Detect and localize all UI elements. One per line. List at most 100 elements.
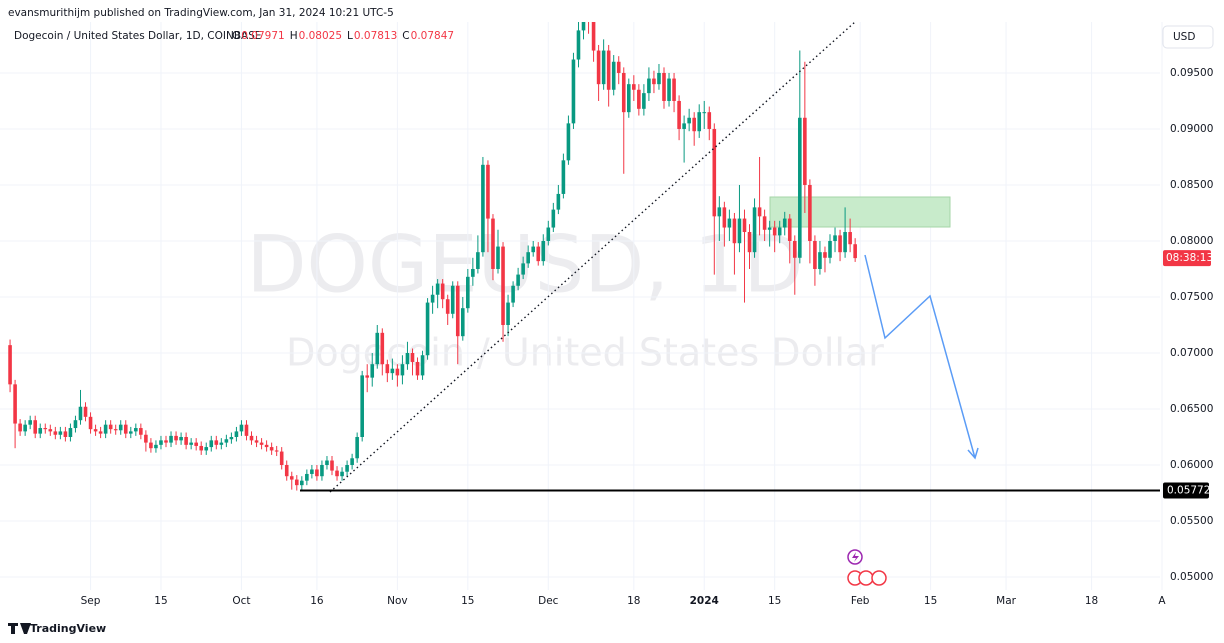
candle-body [370,364,375,378]
candle-body [813,240,817,269]
last-price-tag [1163,250,1211,267]
x-tick-label: Mar [996,595,1016,607]
ohlc-key: L [347,30,353,42]
candle-body [103,424,108,434]
candle-body [340,471,344,477]
candle-body [833,235,837,241]
candle-body [68,428,73,437]
x-tick-label: 16 [310,595,324,607]
y-tick-label: 0.08000 [1170,235,1213,247]
candle-body [320,464,324,477]
candle-body [657,72,661,85]
candle-body [405,352,410,365]
x-tick-label: Sep [81,595,101,607]
candle-body [682,123,686,129]
candle-body [345,464,349,472]
candle-body [355,436,359,459]
brand-logo [8,623,31,634]
candle-body [752,207,757,253]
candle-body [315,469,319,477]
candle-body [637,89,641,109]
candle-body [294,479,299,486]
candle-body [787,218,792,241]
ohlc-value: 0.07971 [241,30,284,42]
candle-body [647,78,651,94]
candle-body [88,416,93,430]
ohlc-key: H [290,30,298,42]
candle-body [526,252,530,264]
candle-body [420,355,425,376]
candle-body [38,428,43,434]
brand: TradingView [30,622,106,635]
y-tick-label: 0.06500 [1170,403,1213,415]
trend-line [329,21,856,493]
candle-body [727,218,732,228]
candle-body [144,434,148,443]
candle-body [189,442,193,445]
ohlc-key: O [232,30,240,42]
candle-body [385,364,390,374]
candle-body [28,420,32,425]
candle-body [677,100,681,129]
candle-body [581,22,586,31]
candle-body [445,299,450,314]
candle-body [853,244,857,259]
candle-body [269,447,274,451]
candle-body [596,50,601,85]
candle-body [194,442,198,446]
symbol-label: Dogecoin / United States Dollar, 1D, COI… [14,30,262,42]
candle-body [767,227,772,230]
candle-body [390,368,395,374]
candle-body [737,218,742,244]
candle-body [375,332,380,365]
candle-body [73,420,78,429]
y-tick-label: 0.07000 [1170,347,1213,359]
candle-body [118,424,123,431]
y-tick-label: 0.09000 [1170,123,1213,135]
y-tick-label: 0.08500 [1170,179,1213,191]
candle-body [415,361,420,376]
countdown: 08:38:13 [1166,252,1213,264]
candle-body [360,375,364,437]
candle-body [717,207,722,217]
candle-body [486,164,490,219]
projection-arrow [864,254,979,460]
candle-body [803,117,807,185]
candle-body [214,440,219,445]
grid [0,22,1163,590]
x-tick-label: Oct [232,595,250,607]
candle-body [808,184,812,241]
candle-body [616,61,621,73]
candle-body [179,436,183,441]
x-tick-label: 18 [1085,595,1098,607]
candle-body [471,268,475,277]
watermark-symbol: DOGEUSD, 1D [246,220,803,310]
candle-body [551,209,556,228]
candle-body [330,460,334,471]
flag-icon[interactable] [858,570,874,586]
candle-body [626,84,631,113]
candle-body [274,450,279,452]
x-tick-label: 15 [768,595,781,607]
candle-body [732,218,737,244]
candle-body [571,59,576,124]
flag-icon[interactable] [871,570,887,586]
candle-body [632,84,636,90]
supply-zone [769,196,951,228]
candle-body [697,112,702,132]
candle-body [154,444,158,449]
candle-body [53,431,58,435]
x-tick-label: 15 [154,595,167,607]
candle-body [591,22,596,51]
candle-body [531,246,536,253]
candle-body [556,193,561,210]
candle-body [621,72,626,113]
candle-body [611,61,616,90]
candle-body [380,332,385,365]
currency-button[interactable] [1162,25,1214,49]
candle-body [350,458,354,465]
candle-body [762,216,767,230]
candle-body [335,470,339,477]
candle-body [93,429,98,432]
